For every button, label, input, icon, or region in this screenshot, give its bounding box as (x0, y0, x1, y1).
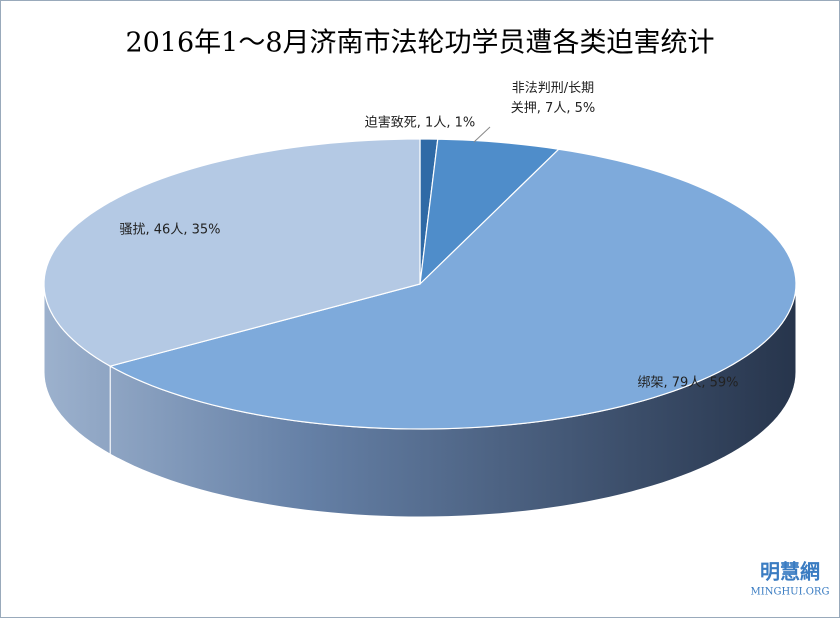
data-label: 骚扰, 46人, 35% (120, 223, 221, 238)
pie-slice (43, 138, 421, 367)
watermark-sub: MINGHUI.ORG (751, 587, 830, 598)
data-label: 绑架, 79人, 59% (638, 376, 739, 391)
data-label: 非法判刑/长期关押, 7人, 5% (511, 81, 595, 116)
data-label: 迫害致死, 1人, 1% (365, 115, 475, 131)
chart-title: 2016年1～8月济南市法轮功学员遭各类迫害统计 (125, 28, 714, 59)
pie-tops (43, 138, 797, 430)
pie-slice (419, 138, 561, 286)
leader-line (473, 126, 491, 143)
pie-slice (108, 148, 797, 430)
watermark: 明慧網 (760, 560, 820, 584)
labels: 迫害致死, 1人, 1% 非法判刑/长期关押, 7人, 5% 绑架, 79人, 59… (120, 81, 739, 391)
